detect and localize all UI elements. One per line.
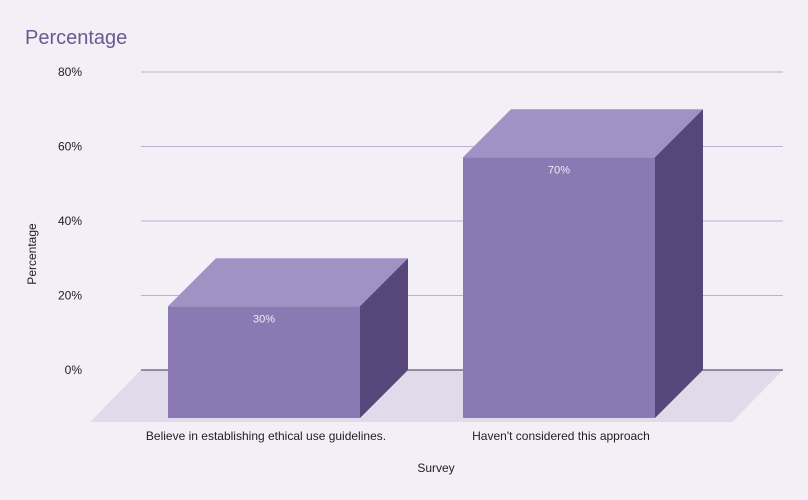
x-tick-label: Haven't considered this approach [472,429,650,443]
bar-front [168,306,360,418]
bar-top [168,258,408,307]
y-tick-label: 20% [58,289,82,303]
data-label: 70% [548,164,570,176]
bar-side [655,109,703,418]
chart-title: Percentage [25,27,127,49]
data-label: 30% [253,313,275,325]
bar [463,109,703,418]
y-tick-label: 40% [58,214,82,228]
bar [168,258,408,418]
bar-side [360,258,408,418]
x-tick-label: Believe in establishing ethical use guid… [146,429,386,443]
bar-front [463,157,655,418]
bar-top [463,109,703,158]
y-tick-label: 60% [58,140,82,154]
y-tick-label: 80% [58,65,82,79]
x-axis-label: Survey [417,461,454,475]
y-axis-label: Percentage [25,223,39,285]
y-tick-label: 0% [65,363,83,377]
